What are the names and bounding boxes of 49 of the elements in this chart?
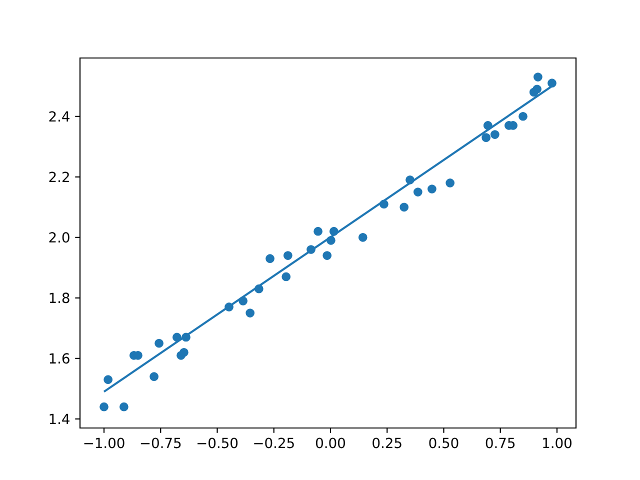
x-tick-label: −0.50 bbox=[198, 438, 238, 448]
point bbox=[154, 338, 164, 348]
x-tick-label: 0.75 bbox=[486, 438, 515, 448]
point bbox=[224, 302, 234, 312]
y-tick-label: 1.8 bbox=[50, 292, 70, 304]
point bbox=[534, 72, 542, 82]
point bbox=[518, 112, 528, 121]
point bbox=[172, 332, 182, 342]
x-tick-label: 0.00 bbox=[316, 438, 345, 448]
y-tick-label: 1.6 bbox=[50, 353, 70, 364]
x-tick-label: 0.25 bbox=[372, 438, 402, 448]
point bbox=[483, 121, 492, 130]
point bbox=[246, 308, 255, 318]
point bbox=[548, 78, 556, 88]
point bbox=[329, 226, 338, 236]
point bbox=[482, 133, 491, 142]
point bbox=[413, 188, 422, 196]
point bbox=[446, 178, 455, 188]
point bbox=[380, 200, 388, 209]
point bbox=[238, 296, 248, 306]
point bbox=[326, 236, 336, 245]
point bbox=[314, 226, 322, 236]
point bbox=[180, 348, 188, 357]
point bbox=[322, 251, 332, 260]
x-tick-label: −1.00 bbox=[84, 438, 124, 448]
x-tick-label: 1.00 bbox=[543, 438, 572, 448]
point bbox=[428, 184, 436, 194]
point bbox=[104, 375, 113, 384]
point bbox=[406, 175, 414, 184]
y-tick-label: 2.0 bbox=[49, 232, 70, 243]
x-tick-label: −0.25 bbox=[254, 438, 294, 448]
y-tick-label: 2.4 bbox=[49, 111, 70, 122]
point bbox=[182, 332, 190, 342]
point bbox=[283, 251, 292, 260]
point bbox=[490, 130, 500, 139]
point bbox=[532, 84, 542, 94]
point bbox=[400, 202, 409, 212]
point bbox=[100, 402, 108, 412]
point bbox=[358, 232, 368, 242]
point bbox=[254, 284, 264, 294]
point bbox=[306, 245, 316, 254]
y-tick-label: 1.4 bbox=[50, 414, 70, 424]
point bbox=[266, 254, 274, 264]
x-tick-label: 0.50 bbox=[429, 438, 458, 448]
point bbox=[150, 372, 158, 381]
x-tick-label: −0.75 bbox=[140, 438, 181, 448]
point bbox=[120, 402, 128, 412]
point bbox=[282, 272, 291, 282]
y-tick-label: 2.2 bbox=[49, 172, 69, 182]
